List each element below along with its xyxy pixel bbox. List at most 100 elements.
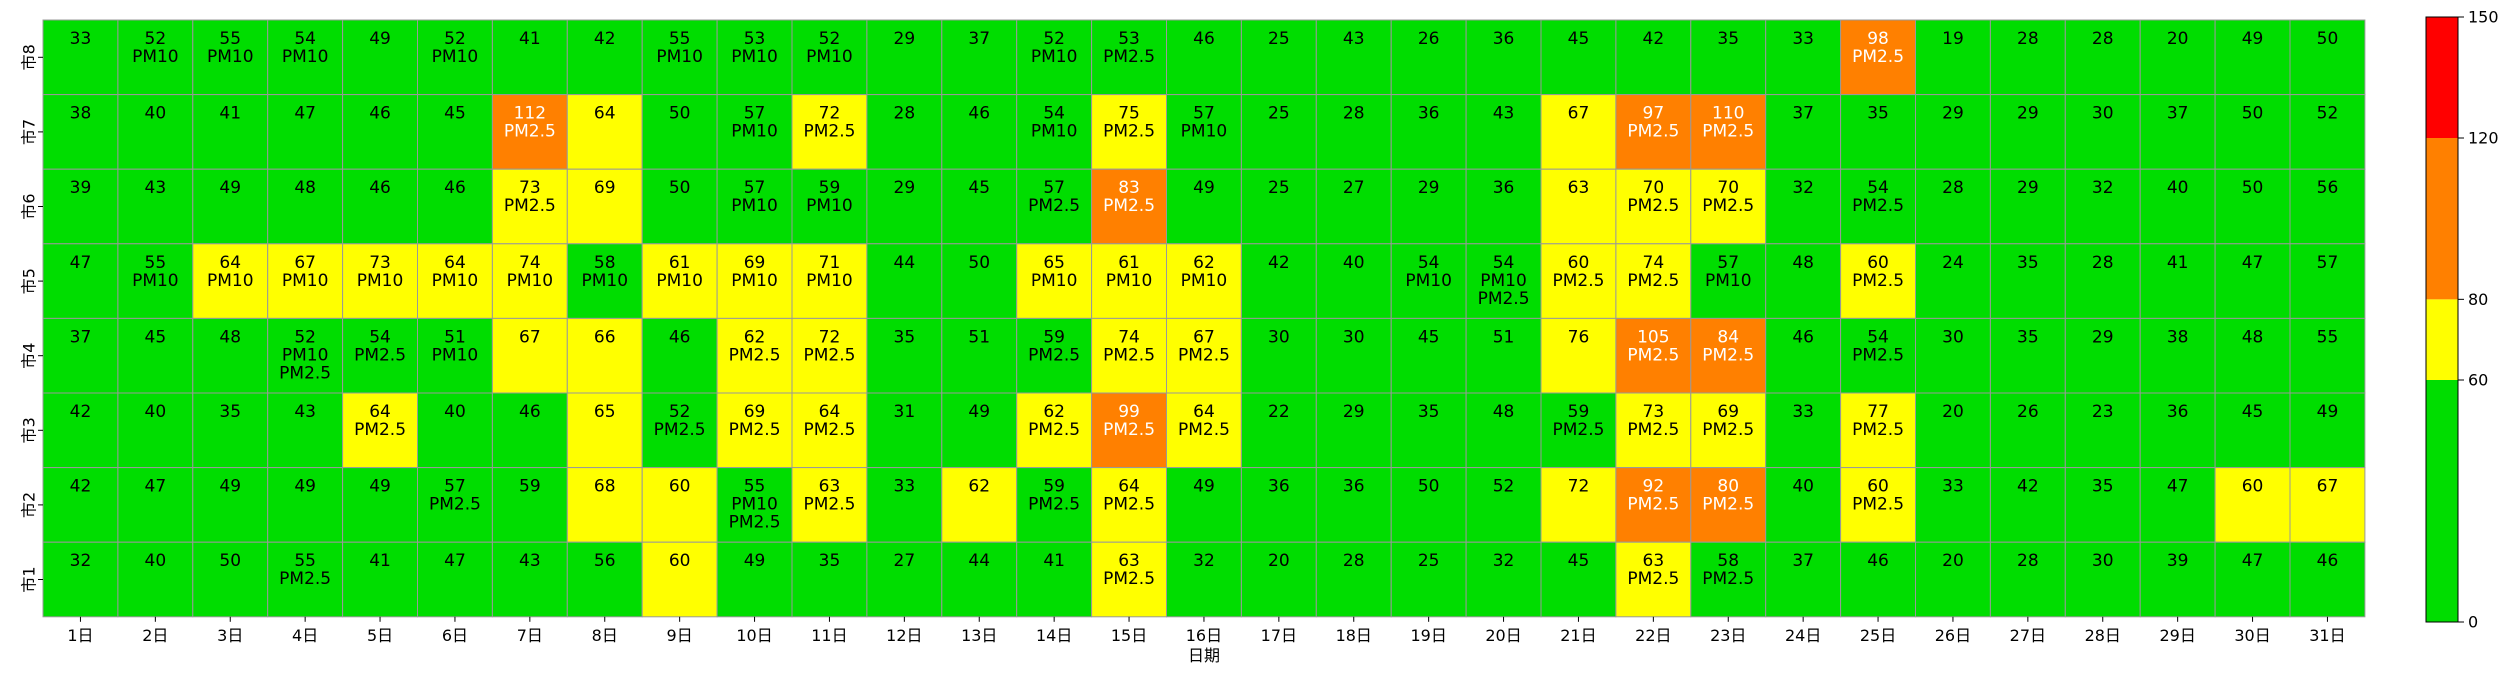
heatmap-cell <box>1840 541 1916 618</box>
cell-label: 49 <box>219 477 241 497</box>
heatmap-cell <box>342 94 419 170</box>
cell-label: 62 <box>968 477 990 497</box>
heatmap-cell <box>2214 168 2291 245</box>
cell-label: 50 <box>2242 178 2264 198</box>
cell-label: 55 PM10 <box>132 253 179 291</box>
cell-label: 26 <box>2017 402 2039 422</box>
cell-label: 68 <box>594 477 616 497</box>
heatmap-cell <box>791 94 868 170</box>
cell-label: 105 PM2.5 <box>1627 327 1679 365</box>
x-tick-label: 23日 <box>1710 626 1746 645</box>
heatmap-cell <box>342 467 419 543</box>
heatmap-cell <box>1166 317 1242 394</box>
heatmap-cell <box>716 168 793 245</box>
heatmap-cell <box>1240 19 1317 96</box>
x-tick-label: 4日 <box>292 626 318 645</box>
cell-label: 67 PM2.5 <box>1178 327 1230 365</box>
heatmap-cell <box>2214 243 2291 319</box>
heatmap-cell <box>1615 541 1692 618</box>
cell-label: 51 <box>968 327 990 347</box>
cell-label: 52 <box>2317 104 2339 124</box>
heatmap-cell <box>941 541 1018 618</box>
cell-label: 32 <box>2092 178 2114 198</box>
cell-label: 29 <box>894 178 916 198</box>
cell-label: 73 PM10 <box>357 253 404 291</box>
y-tick-label: 市1 <box>20 566 39 592</box>
heatmap-cell <box>491 168 568 245</box>
heatmap-cell <box>2289 168 2366 245</box>
cell-label: 63 <box>1568 178 1590 198</box>
cell-label: 33 <box>894 477 916 497</box>
heatmap-cell <box>42 168 119 245</box>
heatmap-cell <box>2289 392 2366 469</box>
cell-label: 67 <box>519 327 541 347</box>
cell-label: 64 PM2.5 <box>803 402 855 440</box>
cell-label: 20 <box>1268 551 1290 571</box>
heatmap-cell <box>417 168 493 245</box>
cell-label: 59 <box>519 477 541 497</box>
heatmap-cell <box>716 243 793 319</box>
cell-label: 39 <box>70 178 92 198</box>
x-tick-label: 1日 <box>67 626 93 645</box>
heatmap-cell <box>1166 541 1242 618</box>
cell-label: 50 <box>2317 29 2339 49</box>
heatmap-cell <box>267 94 344 170</box>
cell-label: 55 PM2.5 <box>279 551 331 589</box>
heatmap-cell <box>1315 94 1392 170</box>
cell-label: 60 PM2.5 <box>1852 253 1904 291</box>
cell-label: 42 <box>1268 253 1290 273</box>
x-tick-label: 6日 <box>442 626 468 645</box>
heatmap-cell <box>117 467 194 543</box>
colorbar-frame <box>2425 16 2459 623</box>
cell-label: 40 <box>145 402 167 422</box>
cell-label: 52 PM10 <box>806 29 853 67</box>
cell-label: 41 <box>1043 551 1065 571</box>
cell-label: 47 <box>2242 551 2264 571</box>
heatmap-cell <box>2064 317 2141 394</box>
heatmap-cell <box>192 168 269 245</box>
cell-label: 62 PM10 <box>1181 253 1228 291</box>
cell-label: 52 PM10 <box>132 29 179 67</box>
heatmap-cell <box>1166 19 1242 96</box>
x-tick-label: 3日 <box>217 626 243 645</box>
heatmap-cell <box>566 168 643 245</box>
heatmap-cell <box>2214 94 2291 170</box>
heatmap-cell <box>1390 317 1467 394</box>
cell-label: 28 <box>1942 178 1964 198</box>
heatmap-cell <box>941 168 1018 245</box>
heatmap-cell <box>2289 243 2366 319</box>
cell-label: 19 <box>1942 29 1964 49</box>
cell-label: 28 <box>2017 29 2039 49</box>
heatmap-cell <box>192 19 269 96</box>
heatmap-cell <box>866 94 943 170</box>
cell-label: 112 PM2.5 <box>504 104 556 142</box>
cell-label: 45 <box>1568 551 1590 571</box>
cell-label: 40 <box>444 402 466 422</box>
heatmap-cell <box>941 317 1018 394</box>
heatmap-cell <box>1690 243 1767 319</box>
cell-label: 49 <box>968 402 990 422</box>
cell-label: 41 <box>2167 253 2189 273</box>
cell-label: 37 <box>1792 551 1814 571</box>
heatmap-cell <box>1390 19 1467 96</box>
cell-label: 27 <box>894 551 916 571</box>
cell-label: 30 <box>2092 104 2114 124</box>
cell-label: 38 <box>70 104 92 124</box>
cell-label: 40 <box>1343 253 1365 273</box>
cell-label: 52 PM10 <box>432 29 479 67</box>
heatmap-cell <box>1091 317 1167 394</box>
heatmap-cell <box>2064 541 2141 618</box>
heatmap-cell <box>2064 19 2141 96</box>
heatmap-cell <box>2289 467 2366 543</box>
cell-label: 35 <box>1867 104 1889 124</box>
cell-label: 54 PM2.5 <box>1852 327 1904 365</box>
cell-label: 70 PM2.5 <box>1627 178 1679 216</box>
cell-label: 54 PM10 <box>1031 104 1078 142</box>
cell-label: 45 <box>1418 327 1440 347</box>
heatmap-cell <box>1915 541 1991 618</box>
heatmap-cell <box>1465 467 1542 543</box>
cell-label: 99 PM2.5 <box>1103 402 1155 440</box>
cell-label: 56 <box>594 551 616 571</box>
heatmap-cell <box>1540 541 1617 618</box>
heatmap-cell <box>1915 243 1991 319</box>
